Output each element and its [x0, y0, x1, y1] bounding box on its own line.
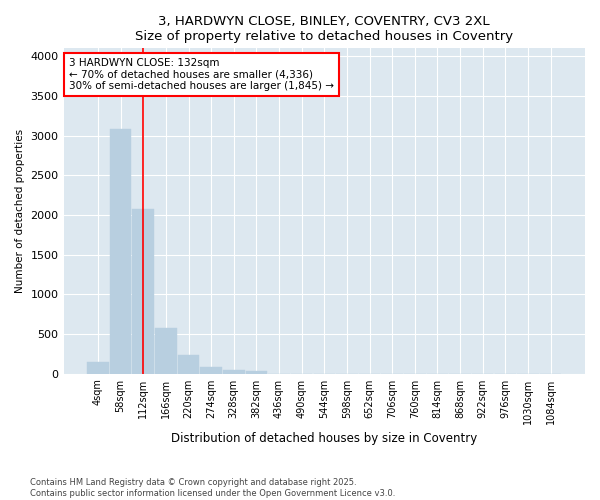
Bar: [245, 371, 267, 374]
Text: 3 HARDWYN CLOSE: 132sqm
← 70% of detached houses are smaller (4,336)
30% of semi: 3 HARDWYN CLOSE: 132sqm ← 70% of detache…: [69, 58, 334, 92]
Title: 3, HARDWYN CLOSE, BINLEY, COVENTRY, CV3 2XL
Size of property relative to detache: 3, HARDWYN CLOSE, BINLEY, COVENTRY, CV3 …: [135, 15, 514, 43]
Bar: [223, 370, 245, 374]
Bar: [200, 367, 222, 374]
Bar: [87, 362, 109, 374]
X-axis label: Distribution of detached houses by size in Coventry: Distribution of detached houses by size …: [171, 432, 478, 445]
Bar: [110, 129, 131, 374]
Bar: [155, 328, 176, 374]
Text: Contains HM Land Registry data © Crown copyright and database right 2025.
Contai: Contains HM Land Registry data © Crown c…: [30, 478, 395, 498]
Bar: [133, 208, 154, 374]
Bar: [178, 356, 199, 374]
Y-axis label: Number of detached properties: Number of detached properties: [15, 129, 25, 293]
